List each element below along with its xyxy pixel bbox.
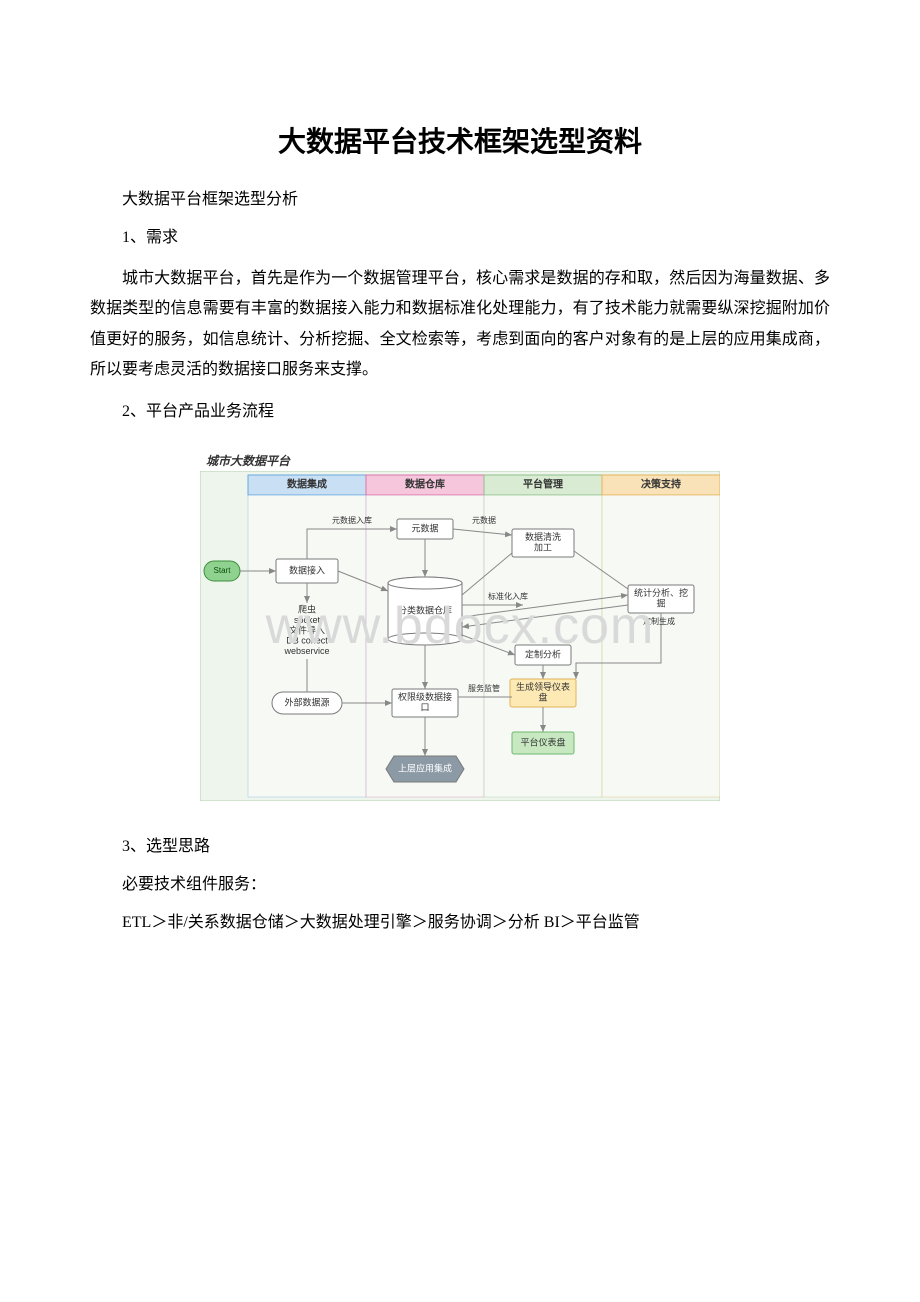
svg-text:元数据: 元数据: [472, 515, 496, 525]
svg-text:元数据: 元数据: [411, 522, 438, 533]
svg-text:webservice: webservice: [283, 646, 329, 656]
svg-text:Start: Start: [214, 566, 232, 575]
section-2-heading: 2、平台产品业务流程: [90, 396, 830, 428]
svg-text:服务监管: 服务监管: [468, 683, 500, 693]
svg-text:分类数据仓库: 分类数据仓库: [398, 604, 452, 615]
svg-text:生成领导仪表: 生成领导仪表: [516, 681, 570, 692]
doc-subtitle: 大数据平台框架选型分析: [90, 184, 830, 216]
svg-text:标准化入库: 标准化入库: [488, 591, 528, 601]
section-3-line: 必要技术组件服务：: [90, 869, 830, 901]
svg-text:socket: socket: [294, 615, 321, 625]
flowchart-svg: 数据集成 数据仓库 平台管理 决策支持 Start 数据接入爬虫socket文件导入DB …: [200, 471, 720, 801]
section-3-chain: ETL＞非/关系数据仓储＞大数据处理引擎＞服务协调＞分析 BI＞平台监管: [90, 907, 830, 939]
svg-text:文件导入: 文件导入: [289, 624, 325, 635]
svg-text:权限级数据接: 权限级数据接: [398, 691, 452, 702]
svg-text:上层应用集成: 上层应用集成: [398, 762, 452, 773]
section-3-heading: 3、选型思路: [90, 831, 830, 863]
svg-text:元数据入库: 元数据入库: [332, 515, 372, 525]
svg-text:口: 口: [420, 702, 429, 712]
svg-text:数据仓库: 数据仓库: [405, 477, 445, 490]
svg-text:平台仪表盘: 平台仪表盘: [520, 736, 565, 747]
section-1-body: 城市大数据平台，首先是作为一个数据管理平台，核心需求是数据的存和取，然后因为海量…: [90, 264, 830, 386]
svg-text:外部数据源: 外部数据源: [284, 696, 329, 707]
svg-text:盘: 盘: [538, 691, 547, 702]
svg-text:平台管理: 平台管理: [523, 477, 563, 490]
section-1-heading: 1、需求: [90, 222, 830, 254]
svg-text:爬虫: 爬虫: [298, 603, 316, 614]
flowchart-container: 城市大数据平台 数据集成 数据仓库 平台管理 决策支持 Start 数据接入爬虫socke…: [200, 452, 720, 801]
svg-text:掘: 掘: [656, 597, 665, 608]
svg-text:数据接入: 数据接入: [289, 564, 325, 575]
svg-text:DB conect: DB conect: [286, 635, 328, 645]
svg-text:统计分析、挖: 统计分析、挖: [634, 587, 688, 598]
svg-text:决策支持: 决策支持: [641, 477, 681, 490]
svg-text:数据集成: 数据集成: [287, 477, 327, 490]
svg-text:定制分析: 定制分析: [525, 648, 561, 659]
flowchart-title: 城市大数据平台: [206, 452, 720, 469]
svg-text:加工: 加工: [534, 542, 552, 552]
doc-title: 大数据平台技术框架选型资料: [90, 120, 830, 160]
svg-text:数据清洗: 数据清洗: [525, 531, 561, 542]
svg-text:定制生成: 定制生成: [643, 616, 675, 626]
